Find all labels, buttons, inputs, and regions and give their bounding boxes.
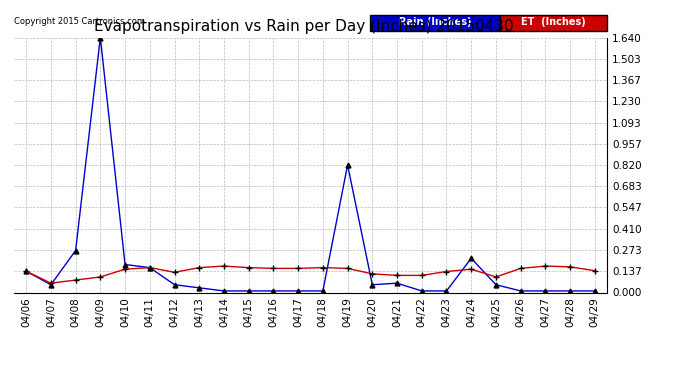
Text: Evapotranspiration vs Rain per Day (Inches) 20150430: Evapotranspiration vs Rain per Day (Inch… [94,19,513,34]
FancyBboxPatch shape [370,15,500,31]
FancyBboxPatch shape [500,15,607,31]
Text: Rain (Inches): Rain (Inches) [399,17,471,27]
Text: Copyright 2015 Cartronics.com: Copyright 2015 Cartronics.com [14,17,145,26]
Text: ET  (Inches): ET (Inches) [522,17,586,27]
